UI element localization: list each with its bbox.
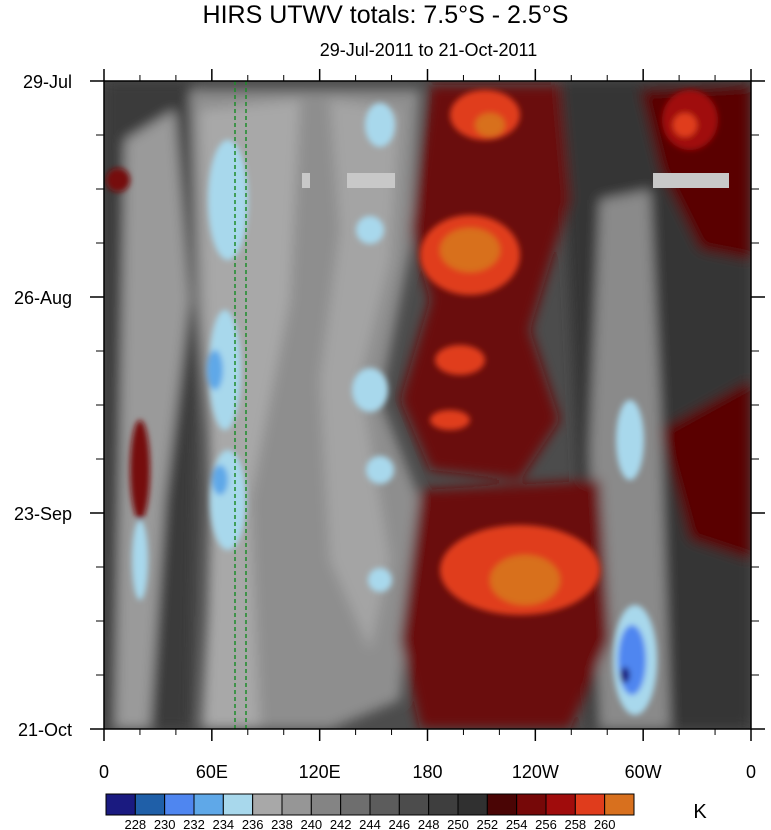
colorbar-swatch [164, 793, 195, 816]
x-tick-label: 120E [299, 762, 341, 782]
dry-core [475, 113, 505, 137]
y-tick-label: 23-Sep [14, 504, 72, 524]
colorbar-label: 236 [242, 817, 264, 830]
wet-spot [365, 103, 395, 147]
colorbar-label: 250 [447, 817, 469, 830]
colorbar-swatch [516, 793, 547, 816]
y-tick-label: 29-Jul [23, 72, 72, 92]
colorbar-label: 256 [535, 817, 557, 830]
colorbar-swatch [398, 793, 430, 816]
wet-spot [209, 310, 241, 430]
wet-spot [132, 520, 148, 600]
colorbar-label: 240 [300, 817, 322, 830]
colorbar-label: 260 [594, 817, 616, 830]
chart-title: HIRS UTWV totals: 7.5°S - 2.5°S [202, 1, 569, 29]
colorbar-label: 244 [359, 817, 381, 830]
colorbar-swatch [134, 793, 166, 816]
wet-spot [352, 368, 388, 412]
colorbar-swatch [574, 793, 606, 816]
y-tick-label: 21-Oct [18, 720, 72, 740]
colorbar-swatch [457, 793, 488, 816]
colorbar-swatch [486, 793, 518, 816]
colorbar: 228 230 232 234 236 238 240 242 244 246 248 250 252 2… [105, 793, 635, 830]
x-tick-label: 180 [412, 762, 442, 782]
wet-spot [616, 400, 644, 480]
missing-data-bar [302, 173, 310, 188]
colorbar-label: 234 [212, 817, 234, 830]
colorbar-swatch [105, 793, 136, 816]
colorbar-swatch [428, 793, 459, 816]
colorbar-swatch [193, 793, 224, 816]
colorbar-label: 228 [124, 817, 146, 830]
wet-spot [356, 216, 384, 244]
dry-core [673, 113, 697, 137]
colorbar-swatch [369, 793, 400, 816]
field-layer [104, 81, 751, 729]
x-tick-label: 0 [99, 762, 109, 782]
dry-region-4 [660, 380, 751, 560]
colorbar-label: 238 [271, 817, 293, 830]
wet-spot [208, 140, 248, 260]
colorbar-label: 232 [183, 817, 205, 830]
colorbar-label: 248 [418, 817, 440, 830]
dry-core [430, 410, 470, 430]
missing-data-bar [347, 173, 395, 188]
colorbar-swatch [340, 793, 371, 816]
colorbar-swatch [604, 793, 635, 816]
colorbar-swatch [310, 793, 342, 816]
colorbar-label: 246 [388, 817, 410, 830]
x-tick-label: 120W [512, 762, 559, 782]
chart-subtitle: 29-Jul-2011 to 21-Oct-2011 [319, 40, 538, 60]
colorbar-label: 254 [506, 817, 528, 830]
colorbar-label: 258 [564, 817, 586, 830]
wet-spot [366, 456, 394, 484]
colorbar-label: 252 [476, 817, 498, 830]
colorbar-swatch [252, 793, 283, 816]
colorbar-swatch [545, 793, 576, 816]
y-tick-label: 26-Aug [14, 288, 72, 308]
dry-core [490, 555, 560, 605]
missing-data-bar [653, 173, 729, 188]
dry-core [435, 345, 485, 375]
dry-core [106, 168, 130, 192]
colorbar-label: 230 [154, 817, 176, 830]
x-tick-label: 60E [196, 762, 228, 782]
colorbar-units: K [693, 801, 707, 823]
colorbar-swatch [281, 793, 312, 816]
dry-core [440, 228, 500, 272]
wet-spot [620, 667, 630, 683]
colorbar-swatch [222, 793, 254, 816]
axes: 0 60E 120E 180 120W 60W 0 29-Jul 26-Aug 23-Sep 21-… [14, 69, 765, 782]
x-tick-label: 0 [746, 762, 756, 782]
wet-spot [618, 625, 646, 695]
wet-spot [212, 465, 228, 495]
dry-core [130, 420, 150, 520]
wet-spot [207, 350, 223, 390]
wet-spot [210, 450, 246, 550]
wet-spot [368, 568, 392, 592]
colorbar-label: 242 [330, 817, 352, 830]
x-tick-label: 60W [625, 762, 662, 782]
